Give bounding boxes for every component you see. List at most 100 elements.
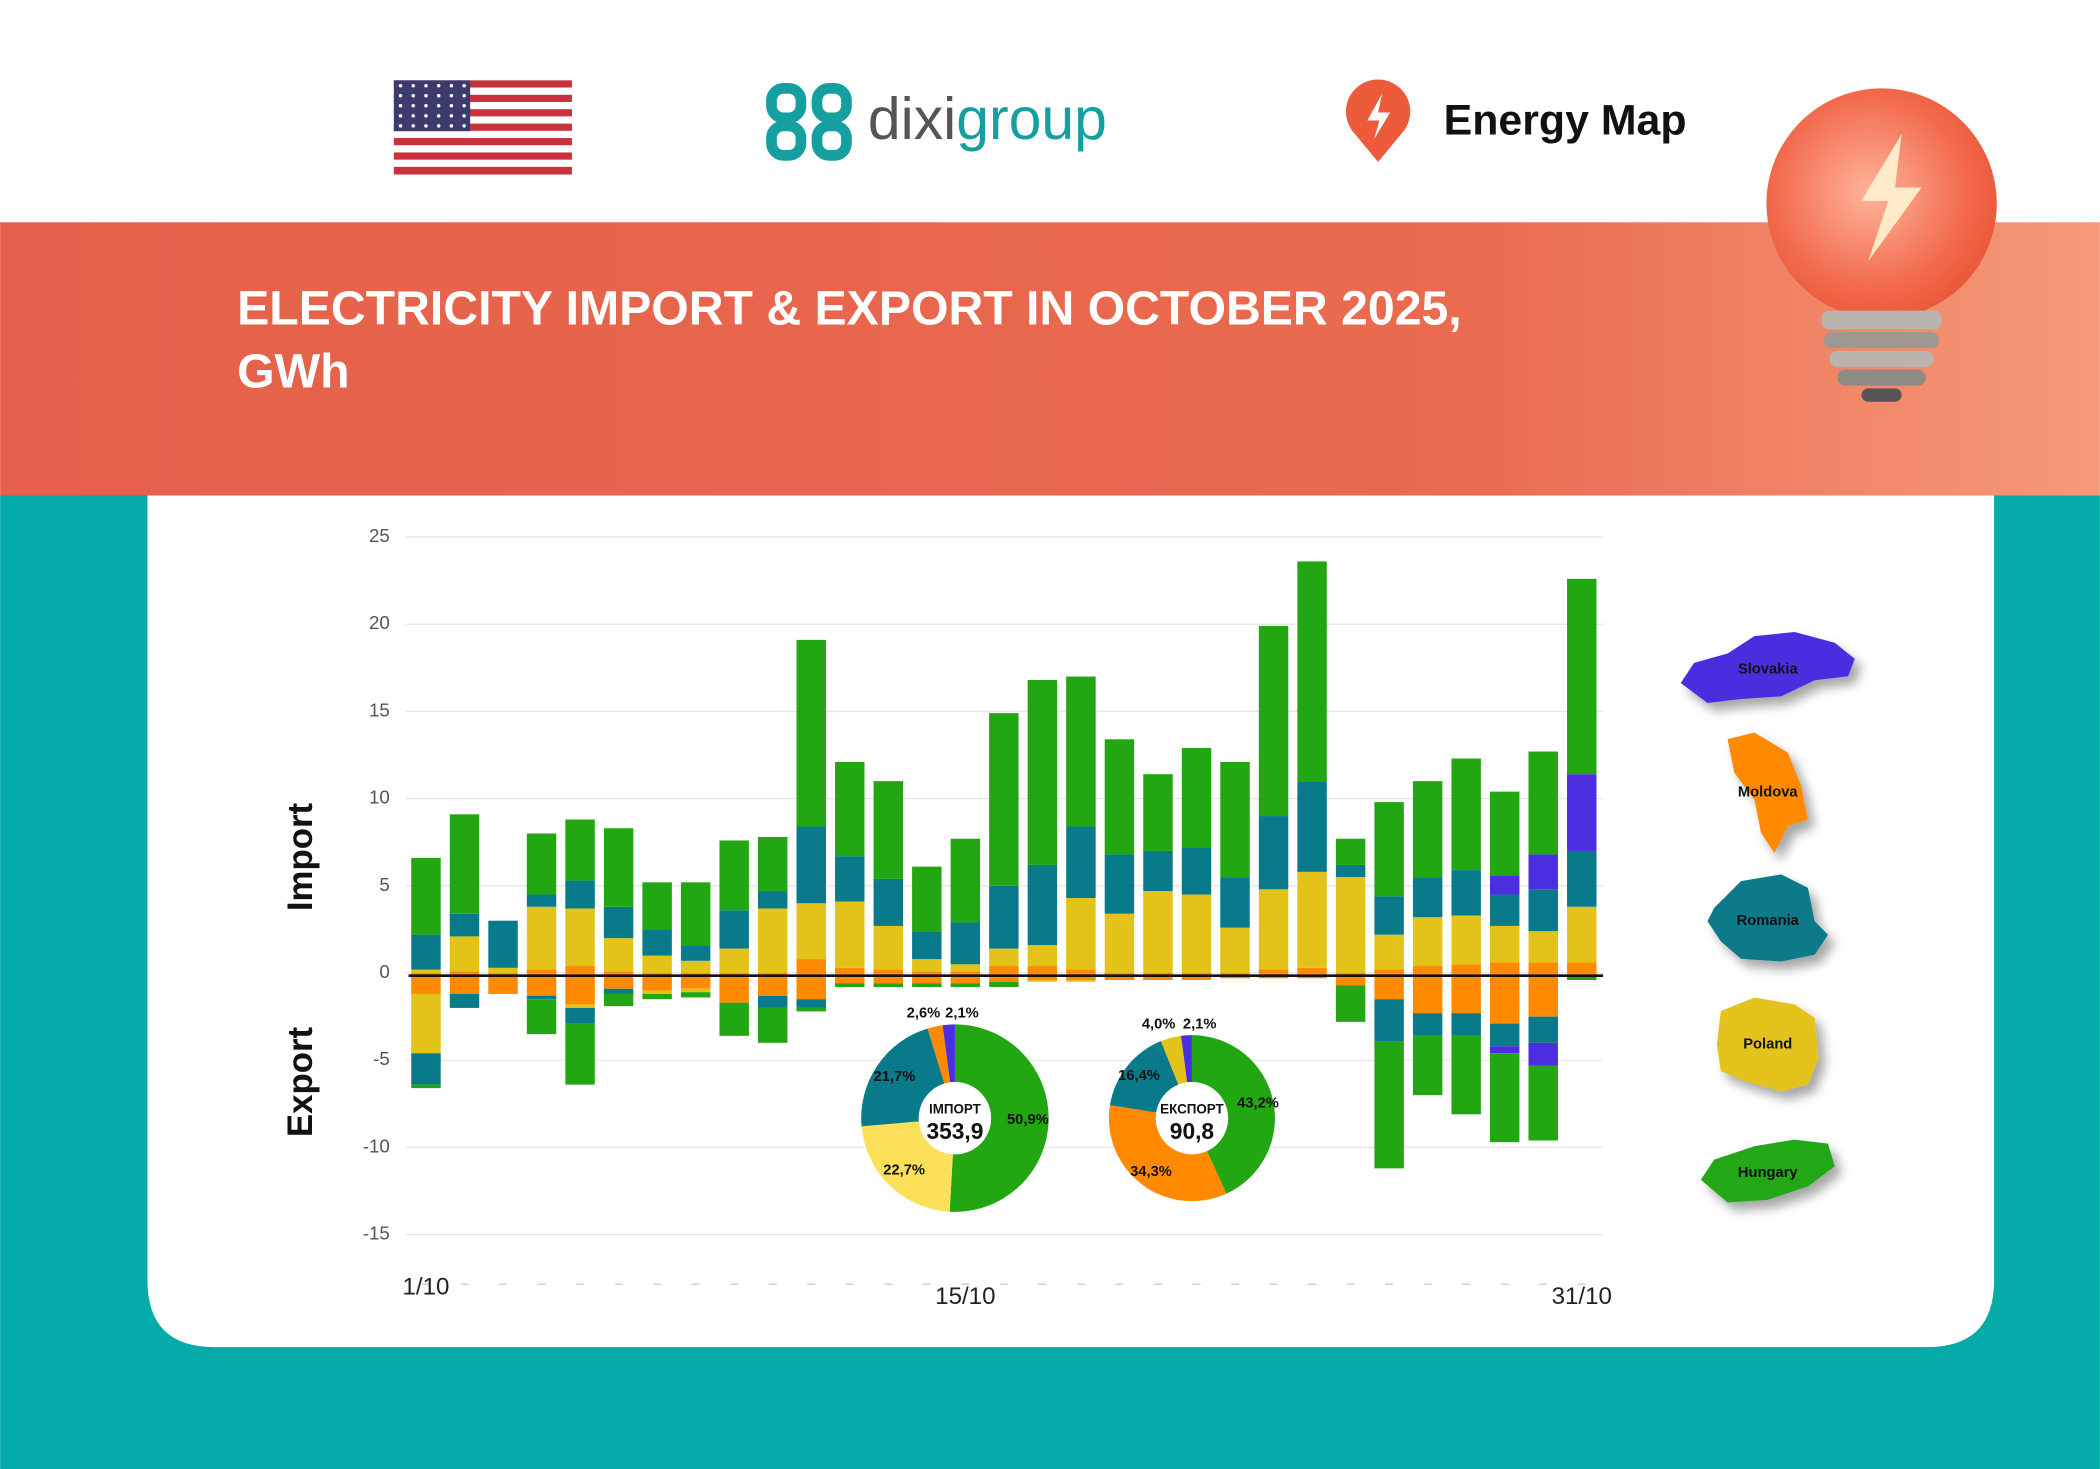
- pie-value-label: 2,1%: [945, 1006, 979, 1022]
- pie-value-label: 34,3%: [1130, 1164, 1172, 1180]
- bar-import: [526, 906, 557, 970]
- bar-import: [1335, 877, 1366, 974]
- bar-import: [835, 761, 865, 857]
- bar-import: [642, 882, 672, 930]
- bar-export: [526, 973, 557, 996]
- bar-export: [1528, 1016, 1558, 1043]
- bar-import: [526, 833, 557, 895]
- bar-import: [1220, 761, 1250, 878]
- bar-import: [1451, 758, 1481, 871]
- flag-stripe: [393, 145, 572, 153]
- flag-stripe: [393, 116, 572, 125]
- bar-import: [1297, 871, 1327, 968]
- bar-import: [1066, 826, 1096, 899]
- bar-import: [1412, 781, 1443, 878]
- pie-slice: [949, 1024, 1049, 1212]
- title-band: [0, 222, 2100, 497]
- bar-import: [642, 955, 672, 974]
- bar-import: [1567, 962, 1597, 974]
- bar-export: [1489, 973, 1520, 1024]
- import-label: Import: [281, 802, 320, 911]
- bar-import: [603, 971, 634, 974]
- flag-star: [424, 83, 428, 88]
- bar-import: [873, 969, 904, 974]
- flag-star: [424, 114, 428, 118]
- pie-value-label: 2,6%: [907, 1006, 941, 1022]
- flag-star: [436, 83, 441, 88]
- bar-export: [796, 1007, 826, 1012]
- bar-import: [1297, 967, 1327, 974]
- flag-stripe: [393, 138, 572, 146]
- pie-center-label: ЕКСПОРТ: [1160, 1102, 1224, 1117]
- legend-swatch: [1707, 874, 1829, 962]
- bar-import: [1374, 934, 1404, 970]
- legend-label: Romania: [1737, 913, 1800, 929]
- flag-stripe: [393, 87, 572, 96]
- x-tick-label: 31/10: [1552, 1283, 1612, 1310]
- bar-import: [1104, 854, 1135, 914]
- flag-star: [411, 124, 415, 128]
- legend-swatch: [1700, 1139, 1835, 1203]
- pie-total: 90,8: [1170, 1118, 1214, 1144]
- bar-export: [1528, 1065, 1558, 1141]
- legend-label: Hungary: [1738, 1165, 1799, 1181]
- flag-star: [449, 94, 454, 98]
- bar-import: [1374, 802, 1404, 897]
- pie-slice: [942, 1024, 955, 1083]
- bar-import: [1528, 854, 1558, 890]
- dixigroup-logo: dixigroup: [766, 83, 1107, 161]
- bar-import: [989, 713, 1019, 886]
- bar-import: [796, 959, 826, 974]
- bar-import: [1220, 927, 1250, 974]
- bar-import: [680, 945, 711, 961]
- bar-export: [565, 1023, 595, 1085]
- bar-import: [526, 969, 557, 974]
- bar-import: [757, 836, 788, 892]
- flag-star: [411, 114, 415, 118]
- pie-hole: [918, 1081, 992, 1155]
- flag-star: [449, 114, 454, 118]
- bar-export: [1412, 1035, 1443, 1096]
- flag-star: [424, 94, 428, 98]
- bar-import: [757, 908, 788, 974]
- bar-export: [642, 993, 672, 1000]
- bar-export: [411, 993, 441, 1054]
- pie-value-label: 22,7%: [883, 1162, 925, 1178]
- bar-import: [1335, 838, 1366, 865]
- pie-total: 353,9: [926, 1118, 983, 1144]
- pie-value-label: 50,9%: [1007, 1112, 1049, 1128]
- bar-export: [796, 973, 826, 1000]
- bar-import: [719, 948, 749, 974]
- flag-star: [436, 114, 441, 118]
- bar-import: [1489, 791, 1520, 876]
- pie-slice: [927, 1025, 951, 1084]
- bar-import: [1567, 774, 1597, 851]
- flag-star: [398, 83, 403, 88]
- bar-import: [719, 840, 749, 911]
- logo-left: dixi: [868, 87, 956, 152]
- flag-star: [398, 94, 403, 98]
- x-tick-label: 15/10: [935, 1283, 995, 1310]
- bar-import: [1335, 864, 1366, 878]
- bar-import: [1258, 816, 1289, 890]
- bar-export: [989, 973, 1019, 982]
- bar-import: [719, 910, 749, 949]
- bar-import: [1528, 751, 1558, 855]
- bar-export: [565, 973, 595, 1005]
- bar-import: [565, 908, 595, 967]
- legend-item: Hungary: [1700, 1139, 1835, 1203]
- bar-export: [1335, 985, 1366, 1022]
- legend-item: Slovakia: [1680, 632, 1855, 704]
- bar-export: [757, 995, 788, 1008]
- bar-export: [642, 990, 672, 994]
- bar-import: [642, 929, 672, 956]
- flag-stripe: [393, 101, 572, 110]
- flag-star: [449, 83, 454, 88]
- bar-import: [950, 922, 981, 965]
- bar-import: [1297, 781, 1327, 872]
- bar-import: [912, 959, 942, 972]
- y-tick-label: 10: [369, 787, 390, 808]
- bar-import: [796, 639, 826, 827]
- y-tick-label: -10: [363, 1135, 390, 1156]
